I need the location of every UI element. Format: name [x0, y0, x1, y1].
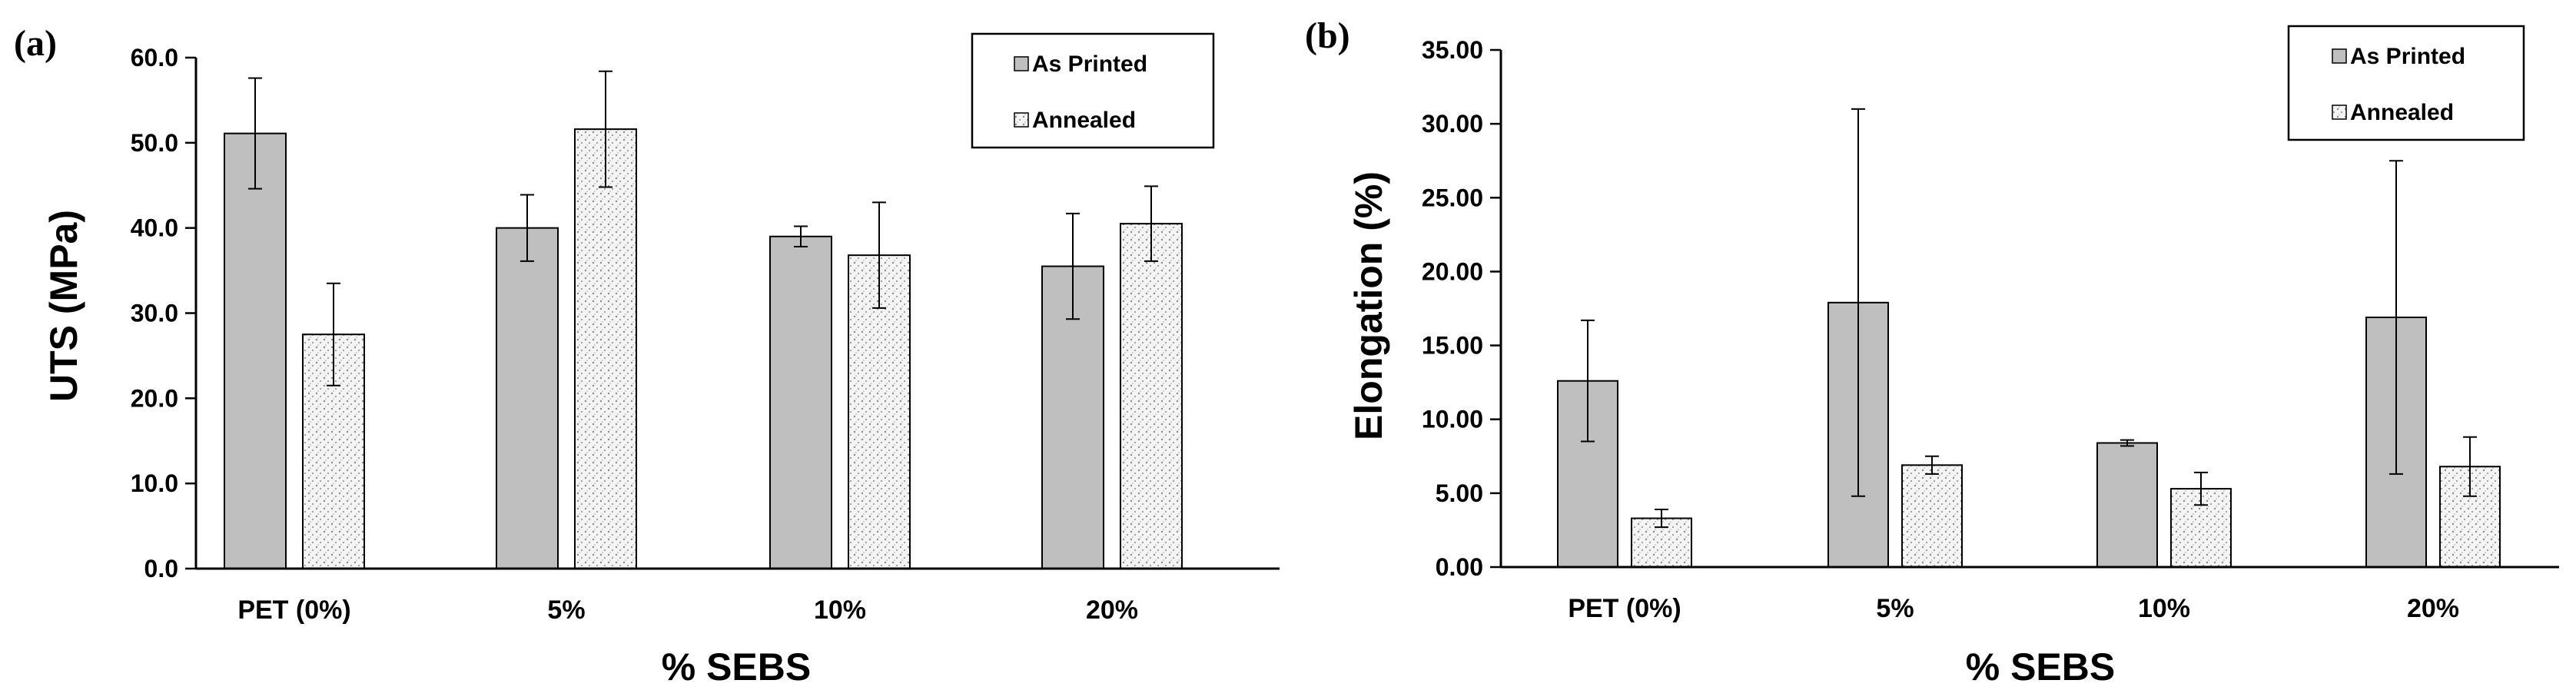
- y-axis-title-b: Elongation (%): [1347, 171, 1390, 440]
- plot-area-a: 0.0 10.0 20.0 30.0 40.0 50.0 60.0 PET (0%) 5% 10%…: [131, 44, 1280, 625]
- bar-b-s0-2: [2096, 442, 2158, 568]
- y-tick-label-a-1: 10.0: [131, 469, 178, 497]
- y-tick-label-a-0: 0.0: [144, 555, 178, 582]
- y-tick-label-a-3: 30.0: [131, 300, 178, 327]
- x-tick-label-a-3: 20%: [1086, 595, 1138, 625]
- y-tick-label-a-2: 20.0: [131, 384, 178, 412]
- chart-panel-a: (a) UTS (MPa) % SEBS 0.0 10.0 20.0 30.0 40.0…: [14, 23, 1280, 688]
- x-axis-title-a: % SEBS: [662, 645, 812, 688]
- legend-a: As Printed Annealed: [971, 32, 1215, 149]
- x-tick-label-b-1: 5%: [1876, 594, 1914, 623]
- y-tick-label-a-6: 60.0: [131, 44, 178, 71]
- x-tick-label-b-3: 20%: [2407, 594, 2459, 623]
- legend-swatch-annealed-a: [1014, 112, 1029, 128]
- legend-label-annealed-a: Annealed: [1032, 108, 1136, 133]
- bar-a-s0-2: [769, 235, 832, 569]
- y-tick-label-b-1: 5.00: [1436, 479, 1483, 507]
- bar-b-s1-1: [1901, 464, 1963, 569]
- legend-label-as-printed-a: As Printed: [1032, 51, 1147, 77]
- legend-swatch-annealed-b: [2332, 105, 2347, 120]
- legend-b: As Printed Annealed: [2287, 25, 2525, 141]
- bar-a-s1-3: [1120, 223, 1183, 569]
- plot-area-b: 0.00 5.00 10.00 15.00 20.00 25.00 30.00 35.00 PE…: [1422, 36, 2559, 623]
- y-tick-label-b-7: 35.00: [1422, 36, 1483, 64]
- y-tick-label-b-4: 20.00: [1422, 257, 1483, 285]
- x-tick-label-a-1: 5%: [547, 595, 585, 625]
- panel-label-a: (a): [14, 23, 57, 64]
- y-tick-label-a-4: 40.0: [131, 214, 178, 242]
- bar-a-s1-1: [574, 128, 637, 570]
- x-tick-label-b-0: PET (0%): [1568, 594, 1681, 623]
- y-tick-label-b-0: 0.00: [1436, 553, 1483, 581]
- y-tick-label-b-2: 10.00: [1422, 406, 1483, 433]
- x-tick-label-a-0: PET (0%): [237, 595, 350, 625]
- x-tick-label-a-2: 10%: [814, 595, 866, 625]
- y-tick-label-a-5: 50.0: [131, 129, 178, 157]
- panel-label-b: (b): [1305, 15, 1350, 56]
- legend-box-a: [971, 32, 1215, 149]
- x-axis-title-b: % SEBS: [1966, 645, 2116, 688]
- legend-label-annealed-b: Annealed: [2350, 100, 2454, 125]
- chart-panel-b: (b) Elongation (%) % SEBS 0.00 5.00 10.00 1…: [1305, 15, 2559, 688]
- y-axis-title-a: UTS (MPa): [42, 210, 85, 402]
- y-tick-label-b-6: 30.00: [1422, 110, 1483, 138]
- y-tick-label-b-3: 15.00: [1422, 332, 1483, 360]
- bar-a-s0-1: [496, 227, 559, 569]
- bar-a-s0-0: [224, 132, 287, 569]
- legend-box-b: [2287, 25, 2525, 141]
- x-tick-label-b-2: 10%: [2138, 594, 2190, 623]
- legend-label-as-printed-b: As Printed: [2350, 44, 2465, 69]
- y-tick-label-b-5: 25.00: [1422, 184, 1483, 211]
- legend-swatch-as-printed-a: [1014, 56, 1029, 71]
- legend-swatch-as-printed-b: [2332, 48, 2347, 64]
